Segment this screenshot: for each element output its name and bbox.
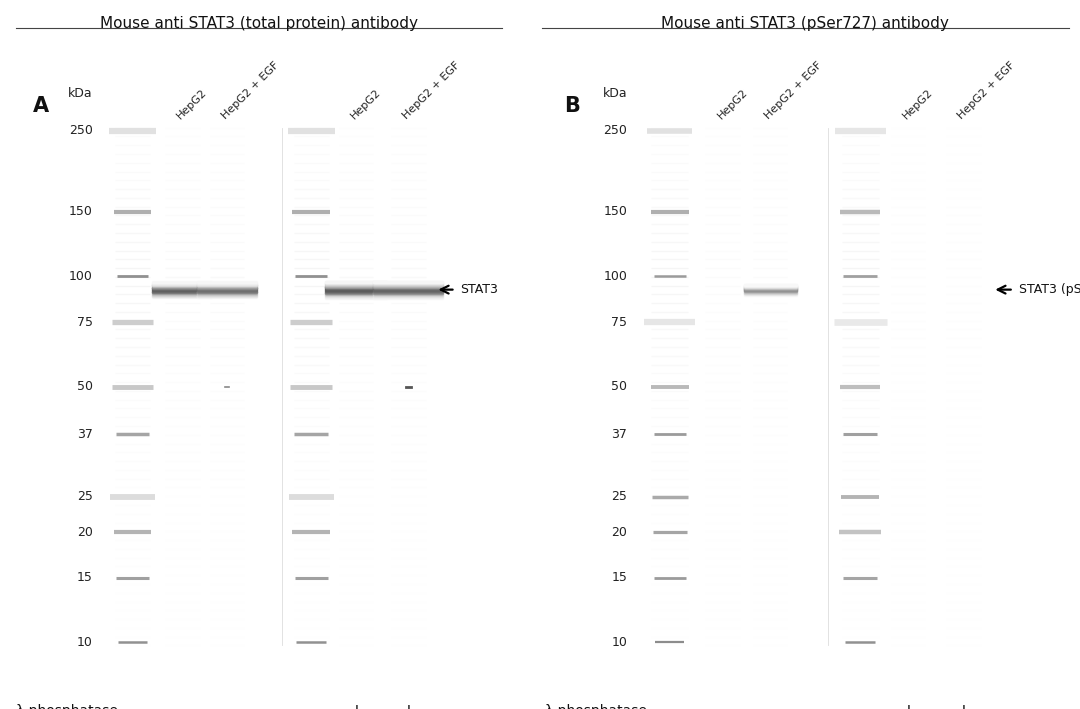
Text: HepG2 + EGF: HepG2 + EGF	[401, 60, 462, 121]
Text: -: -	[719, 702, 726, 709]
Text: HepG2: HepG2	[901, 87, 934, 121]
Text: -: -	[179, 702, 185, 709]
Text: STAT3: STAT3	[460, 283, 498, 296]
Text: STAT3 (pSer727): STAT3 (pSer727)	[1018, 283, 1080, 296]
Text: -: -	[224, 702, 230, 709]
Text: A: A	[32, 96, 49, 116]
Text: 150: 150	[604, 206, 627, 218]
Text: Mouse anti STAT3 (total protein) antibody: Mouse anti STAT3 (total protein) antibod…	[100, 16, 418, 30]
Text: 10: 10	[77, 636, 93, 649]
Text: 25: 25	[611, 490, 627, 503]
Text: -: -	[767, 702, 773, 709]
Text: +: +	[349, 702, 363, 709]
Text: Mouse anti STAT3 (pSer727) antibody: Mouse anti STAT3 (pSer727) antibody	[661, 16, 948, 30]
Text: 15: 15	[77, 571, 93, 584]
Text: 100: 100	[69, 270, 93, 283]
Text: kDa: kDa	[68, 86, 93, 100]
Text: 250: 250	[69, 124, 93, 138]
Text: HepG2: HepG2	[716, 87, 750, 121]
Text: 100: 100	[604, 270, 627, 283]
Text: 250: 250	[604, 124, 627, 138]
Text: 15: 15	[611, 571, 627, 584]
Text: 20: 20	[77, 525, 93, 539]
Text: +: +	[901, 702, 915, 709]
Text: 75: 75	[611, 316, 627, 328]
Text: HepG2 + EGF: HepG2 + EGF	[956, 60, 1017, 121]
Text: λ phosphatase: λ phosphatase	[16, 704, 118, 709]
Text: λ phosphatase: λ phosphatase	[545, 704, 647, 709]
Text: HepG2: HepG2	[349, 87, 383, 121]
Text: +: +	[957, 702, 970, 709]
Text: 37: 37	[611, 428, 627, 441]
Text: HepG2: HepG2	[175, 87, 210, 121]
Text: HepG2 + EGF: HepG2 + EGF	[764, 60, 824, 121]
Text: 50: 50	[77, 380, 93, 393]
Text: HepG2 + EGF: HepG2 + EGF	[220, 60, 281, 121]
Text: 150: 150	[69, 206, 93, 218]
Text: B: B	[564, 96, 580, 116]
Text: kDa: kDa	[603, 86, 627, 100]
Bar	[108, 128, 495, 645]
Text: 50: 50	[611, 380, 627, 393]
Text: 37: 37	[77, 428, 93, 441]
Bar	[644, 128, 1056, 645]
Text: 20: 20	[611, 525, 627, 539]
Text: 25: 25	[77, 490, 93, 503]
Text: +: +	[402, 702, 415, 709]
Text: 75: 75	[77, 316, 93, 328]
Text: 10: 10	[611, 636, 627, 649]
